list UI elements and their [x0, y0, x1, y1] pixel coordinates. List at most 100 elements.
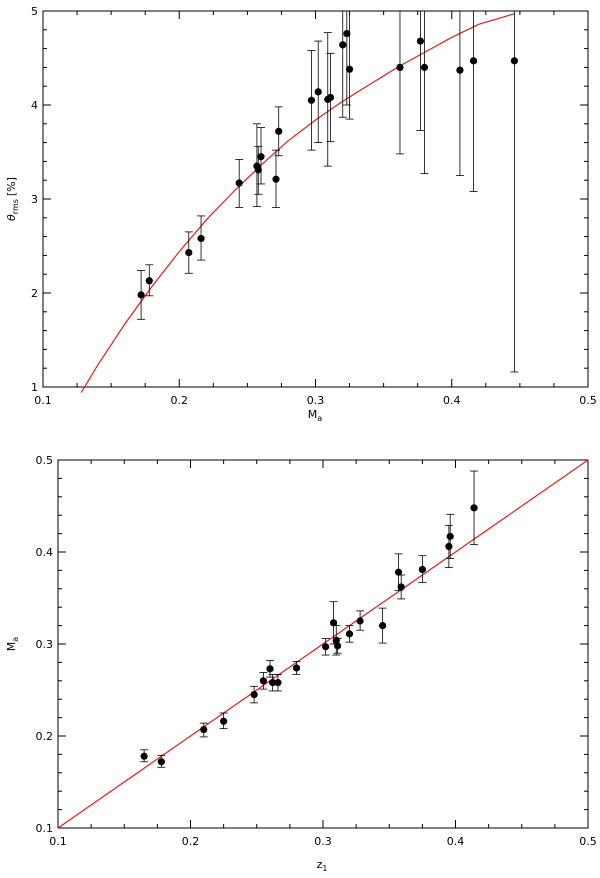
point-marker	[330, 619, 338, 627]
point-marker	[510, 57, 519, 65]
point-marker	[379, 622, 387, 630]
fit-line-layer	[57, 459, 589, 829]
y-tick-label: 0.5	[36, 454, 54, 467]
point-marker	[259, 677, 267, 685]
data-point	[307, 50, 316, 151]
y-tick-label: 2	[31, 287, 38, 300]
x-axis-label: z1	[317, 858, 328, 873]
data-point	[137, 270, 146, 320]
point-marker	[420, 63, 429, 71]
point-marker	[137, 291, 145, 299]
y-tick-label: 3	[31, 193, 38, 206]
data-point	[257, 127, 265, 185]
y-tick-label: 0.1	[36, 822, 54, 835]
point-marker	[326, 93, 335, 102]
point-marker	[446, 532, 454, 540]
data-point	[470, 470, 479, 546]
x-tick-label: 0.3	[314, 835, 332, 848]
chart-theta-rms-vs-ma: 0.1 0.2 0.3 0.4 0.5 1 2 3 4 5 Ma θrms[%]	[5, 5, 597, 423]
data-point	[378, 607, 387, 644]
point-marker	[314, 88, 322, 96]
point-marker	[257, 153, 265, 161]
point-marker	[456, 66, 464, 74]
y-tick-label: 1	[31, 381, 38, 394]
data-point	[197, 215, 206, 261]
fit-line	[57, 459, 589, 829]
point-marker	[470, 504, 478, 512]
data-point	[184, 231, 193, 274]
point-marker	[145, 277, 153, 285]
data-point	[345, 11, 354, 120]
plot-frame	[42, 10, 589, 388]
x-axis-label: Ma	[308, 408, 323, 423]
point-marker	[339, 41, 347, 49]
point-marker	[235, 179, 243, 187]
data-point	[219, 712, 228, 730]
data-point	[271, 149, 280, 208]
y-axis-label: Ma	[5, 637, 20, 652]
y-tick-label: 5	[31, 5, 38, 18]
data-point	[333, 638, 342, 654]
data-point	[274, 106, 283, 157]
data-point	[140, 749, 149, 763]
point-marker	[140, 752, 148, 760]
data-point	[254, 145, 263, 195]
point-marker	[254, 166, 262, 174]
point-marker	[272, 175, 280, 183]
y-tick-label: 0.2	[36, 730, 54, 743]
fit-curve-layer	[80, 13, 515, 393]
point-marker	[356, 617, 364, 625]
tick-labels: 0.1 0.2 0.3 0.4 0.5 1 2 3 4 5	[31, 5, 597, 407]
point-marker	[333, 642, 342, 650]
x-tick-label: 0.1	[49, 835, 67, 848]
x-tick-label: 0.2	[182, 835, 200, 848]
point-marker	[345, 630, 354, 638]
point-marker	[469, 57, 478, 65]
point-marker	[416, 37, 425, 45]
data-point	[395, 11, 404, 155]
x-tick-label: 0.4	[447, 835, 465, 848]
point-marker	[266, 665, 274, 673]
point-marker	[397, 583, 405, 591]
data-point	[397, 574, 406, 600]
data-point	[455, 11, 464, 176]
tick-marks	[42, 10, 589, 388]
data-point	[338, 11, 347, 118]
data-point	[345, 625, 354, 643]
point-marker	[445, 542, 453, 551]
data-point	[252, 123, 261, 207]
data-point	[235, 159, 244, 208]
point-marker	[307, 96, 316, 104]
data-point	[199, 722, 208, 738]
point-marker	[157, 758, 165, 766]
data-point	[416, 11, 425, 131]
data-point	[420, 11, 429, 175]
chart-ma-vs-z1: 0.1 0.2 0.3 0.4 0.5 0.1 0.2 0.3 0.4 0.5 z1 Ma	[5, 454, 597, 873]
point-marker	[292, 664, 301, 672]
data-point	[356, 610, 365, 631]
point-marker	[269, 679, 277, 687]
data-point	[469, 11, 478, 192]
tick-labels: 0.1 0.2 0.3 0.4 0.5 0.1 0.2 0.3 0.4 0.5	[36, 454, 597, 848]
data-point	[321, 638, 330, 656]
data-point	[273, 673, 282, 692]
fit-line	[80, 13, 515, 393]
point-marker	[275, 127, 283, 135]
point-marker	[197, 234, 205, 243]
x-tick-label: 0.3	[307, 394, 325, 407]
data-points-layer	[140, 470, 479, 768]
x-tick-label: 0.5	[579, 394, 597, 407]
point-marker	[343, 29, 351, 38]
point-marker	[418, 565, 426, 574]
data-point	[394, 553, 403, 592]
y-tick-label: 0.3	[36, 638, 54, 651]
data-point	[259, 672, 268, 690]
point-marker	[345, 65, 354, 73]
point-marker	[185, 248, 193, 257]
data-point	[342, 11, 351, 106]
x-tick-label: 0.5	[579, 835, 597, 848]
y-tick-label: 4	[31, 99, 38, 112]
data-point	[326, 52, 335, 143]
data-point	[314, 40, 323, 144]
